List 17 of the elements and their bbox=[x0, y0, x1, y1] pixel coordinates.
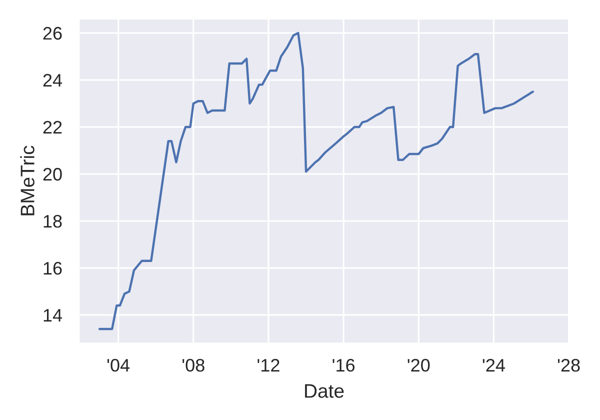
x-axis-title: Date bbox=[305, 384, 344, 398]
y-tick-label: 20 bbox=[43, 168, 62, 181]
x-tick-label: '24 bbox=[482, 358, 505, 372]
y-tick-label: 22 bbox=[43, 120, 62, 134]
x-tick-label: '08 bbox=[182, 358, 204, 372]
y-tick-label: 14 bbox=[44, 309, 62, 322]
y-axis-title: BMeTric bbox=[20, 146, 34, 216]
y-tick-label: 26 bbox=[43, 26, 62, 40]
x-tick-label: '16 bbox=[332, 358, 355, 372]
y-tick-label: 16 bbox=[44, 262, 62, 275]
x-tick-label: '12 bbox=[258, 358, 280, 372]
x-tick-label: '20 bbox=[408, 358, 430, 372]
x-tick-label: '04 bbox=[107, 358, 130, 372]
y-tick-label: 24 bbox=[43, 74, 62, 87]
y-tick-label: 18 bbox=[44, 214, 62, 228]
line-series bbox=[98, 32, 534, 330]
x-tick-label: '28 bbox=[558, 358, 580, 372]
